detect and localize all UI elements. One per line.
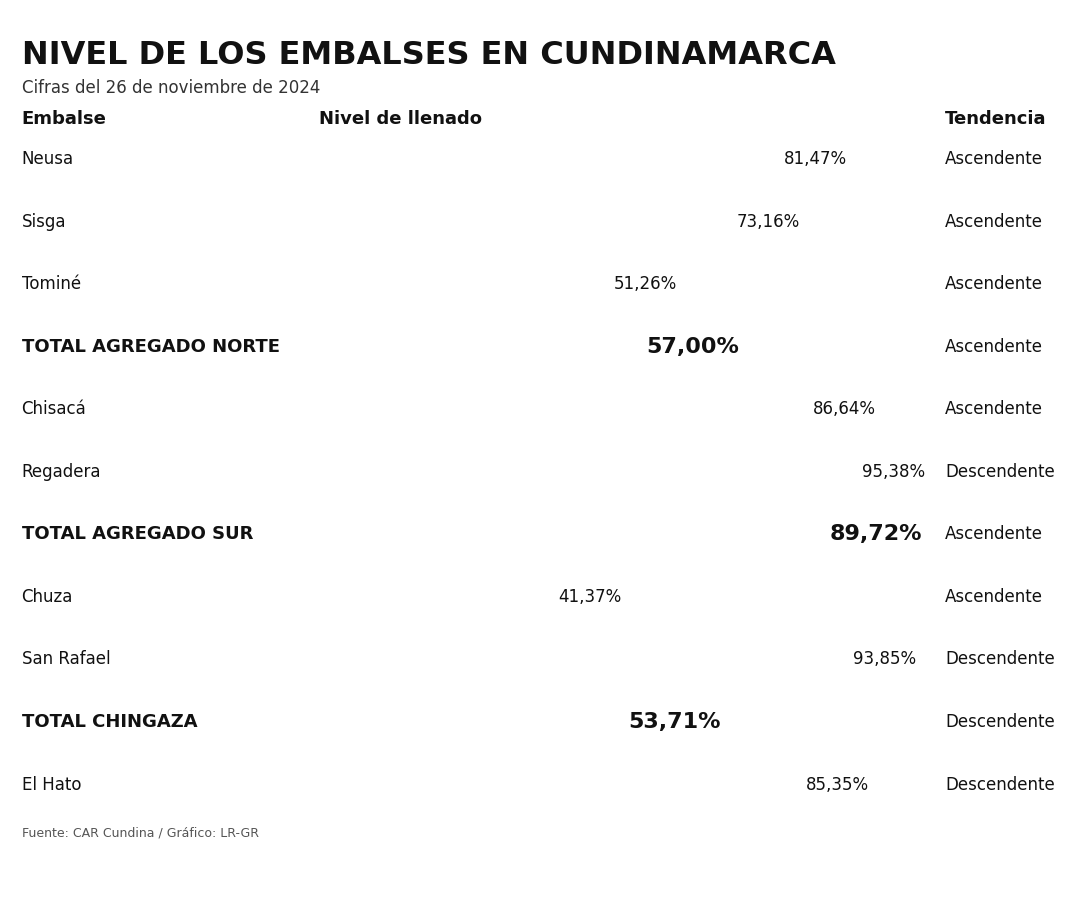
Text: Descendente: Descendente: [945, 713, 1055, 731]
Text: Chisacá: Chisacá: [22, 400, 86, 418]
Text: Tendencia: Tendencia: [945, 110, 1047, 128]
Text: 95,38%: 95,38%: [862, 463, 924, 481]
Text: 57,00%: 57,00%: [646, 337, 739, 356]
Text: Ascendente: Ascendente: [945, 526, 1043, 544]
Text: Ascendente: Ascendente: [945, 275, 1043, 293]
Text: 53,71%: 53,71%: [627, 712, 720, 732]
Text: San Rafael: San Rafael: [22, 651, 110, 669]
Text: TOTAL AGREGADO NORTE: TOTAL AGREGADO NORTE: [22, 338, 280, 356]
Text: Regadera: Regadera: [22, 463, 102, 481]
Text: Nivel de llenado: Nivel de llenado: [319, 110, 482, 128]
Text: Embalse: Embalse: [22, 110, 107, 128]
Text: Sisga: Sisga: [22, 212, 66, 230]
Text: Descendente: Descendente: [945, 463, 1055, 481]
Text: LR: LR: [1001, 847, 1031, 867]
Text: Descendente: Descendente: [945, 651, 1055, 669]
Text: El Hato: El Hato: [22, 776, 81, 794]
Text: Descendente: Descendente: [945, 776, 1055, 794]
Text: TOTAL CHINGAZA: TOTAL CHINGAZA: [22, 713, 197, 731]
Text: 51,26%: 51,26%: [615, 275, 677, 293]
Text: Ascendente: Ascendente: [945, 150, 1043, 168]
Text: Neusa: Neusa: [22, 150, 73, 168]
Text: 41,37%: 41,37%: [558, 588, 622, 606]
Text: 93,85%: 93,85%: [853, 651, 916, 669]
Text: Ascendente: Ascendente: [945, 212, 1043, 230]
Text: 85,35%: 85,35%: [806, 776, 868, 794]
Text: Ascendente: Ascendente: [945, 400, 1043, 418]
Text: 81,47%: 81,47%: [784, 150, 847, 168]
Text: NIVEL DE LOS EMBALSES EN CUNDINAMARCA: NIVEL DE LOS EMBALSES EN CUNDINAMARCA: [22, 40, 836, 71]
Text: Chuza: Chuza: [22, 588, 73, 606]
Text: 86,64%: 86,64%: [813, 400, 876, 418]
Text: Ascendente: Ascendente: [945, 588, 1043, 606]
Text: TOTAL AGREGADO SUR: TOTAL AGREGADO SUR: [22, 526, 253, 544]
Text: Ascendente: Ascendente: [945, 338, 1043, 356]
Text: 89,72%: 89,72%: [831, 525, 922, 544]
Text: 73,16%: 73,16%: [737, 212, 800, 230]
Text: Cifras del 26 de noviembre de 2024: Cifras del 26 de noviembre de 2024: [22, 79, 320, 97]
Text: Fuente: CAR Cundina / Gráfico: LR-GR: Fuente: CAR Cundina / Gráfico: LR-GR: [22, 827, 258, 840]
Text: Tominé: Tominé: [22, 275, 81, 293]
